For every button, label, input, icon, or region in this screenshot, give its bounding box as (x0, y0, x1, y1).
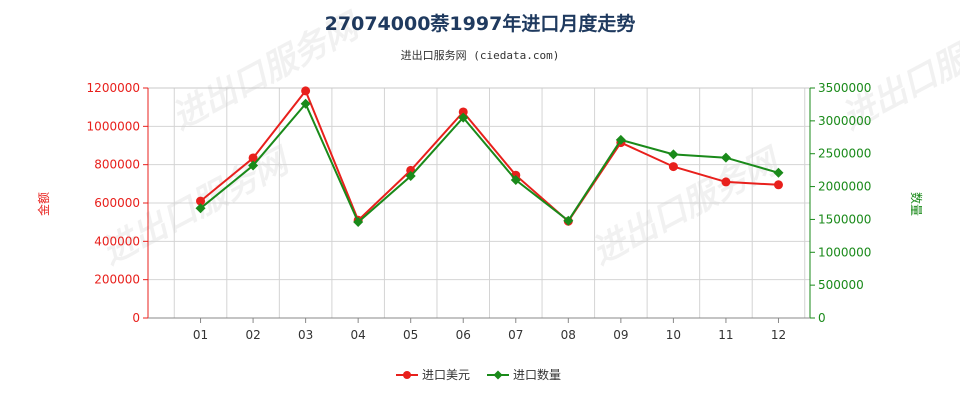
legend-label: 进口数量 (513, 367, 561, 382)
grid (147, 87, 811, 319)
right-tick-label: 2000000 (818, 180, 871, 194)
x-tick-label: 01 (193, 328, 208, 342)
legend-item-1: 进口美元 (396, 368, 470, 382)
data-point (195, 203, 206, 214)
series-line (199, 101, 779, 224)
watermark-text: 进出口服务网 (165, 5, 368, 138)
right-tick-label: 3500000 (818, 81, 871, 95)
left-axis-title: 金额 (36, 192, 51, 216)
x-tick-label: 10 (666, 328, 681, 342)
legend-marker (493, 370, 503, 380)
legend-marker (403, 371, 411, 379)
left-tick-label: 800000 (94, 158, 140, 172)
left-tick-label: 600000 (94, 196, 140, 210)
legend-item-2: 进口数量 (487, 367, 561, 382)
x-tick-label: 11 (718, 328, 733, 342)
x-tick-label: 03 (298, 328, 313, 342)
left-tick-label: 200000 (94, 273, 140, 287)
right-tick-label: 1000000 (818, 245, 871, 259)
data-point (773, 167, 784, 178)
x-tick-label: 04 (351, 328, 366, 342)
series-line (199, 88, 779, 223)
data-point (196, 196, 206, 206)
data-point (248, 160, 259, 171)
left-tick-label: 1200000 (87, 81, 140, 95)
data-point (301, 86, 311, 96)
data-point (615, 134, 626, 145)
series-layer (195, 86, 784, 228)
data-point (510, 175, 521, 185)
data-point (458, 112, 469, 123)
chart-subtitle: 进出口服务网 (ciedata.com) (401, 48, 560, 62)
right-tick-label: 1500000 (818, 212, 871, 226)
chart-title: 27074000萘1997年进口月度走势 (325, 12, 636, 35)
left-tick-label: 1000000 (87, 119, 140, 133)
legend: 进口美元 进口数量 (396, 367, 561, 382)
data-point (300, 98, 311, 109)
right-axis-title: 数量 (909, 192, 924, 216)
data-point (563, 215, 574, 226)
data-point (458, 107, 468, 117)
data-point (668, 149, 679, 160)
data-point (773, 180, 783, 190)
legend-label: 进口美元 (422, 368, 470, 382)
left-tick-label: 0 (132, 311, 140, 325)
data-point (353, 217, 364, 228)
data-point (668, 162, 678, 172)
axes: 0 200000 400000 600000 800000 1000000 1200000 0… (87, 81, 872, 342)
x-tick-label: 07 (508, 328, 523, 342)
x-tick-label: 09 (613, 328, 628, 342)
x-tick-label: 06 (456, 328, 471, 342)
x-tick-label: 05 (403, 328, 418, 342)
x-tick-label: 12 (771, 328, 786, 342)
data-point (721, 177, 731, 187)
watermark-text: 进出口服务网 (585, 140, 788, 273)
data-point (405, 171, 416, 182)
right-tick-label: 0 (818, 311, 826, 325)
series-2 (195, 98, 784, 228)
left-tick-label: 400000 (94, 234, 140, 248)
x-tick-label: 08 (561, 328, 576, 342)
data-point (720, 152, 731, 163)
right-tick-label: 3000000 (818, 114, 871, 128)
x-tick-label: 02 (245, 328, 260, 342)
right-tick-label: 500000 (818, 278, 864, 292)
right-tick-label: 2500000 (818, 147, 871, 161)
data-point (248, 153, 258, 163)
